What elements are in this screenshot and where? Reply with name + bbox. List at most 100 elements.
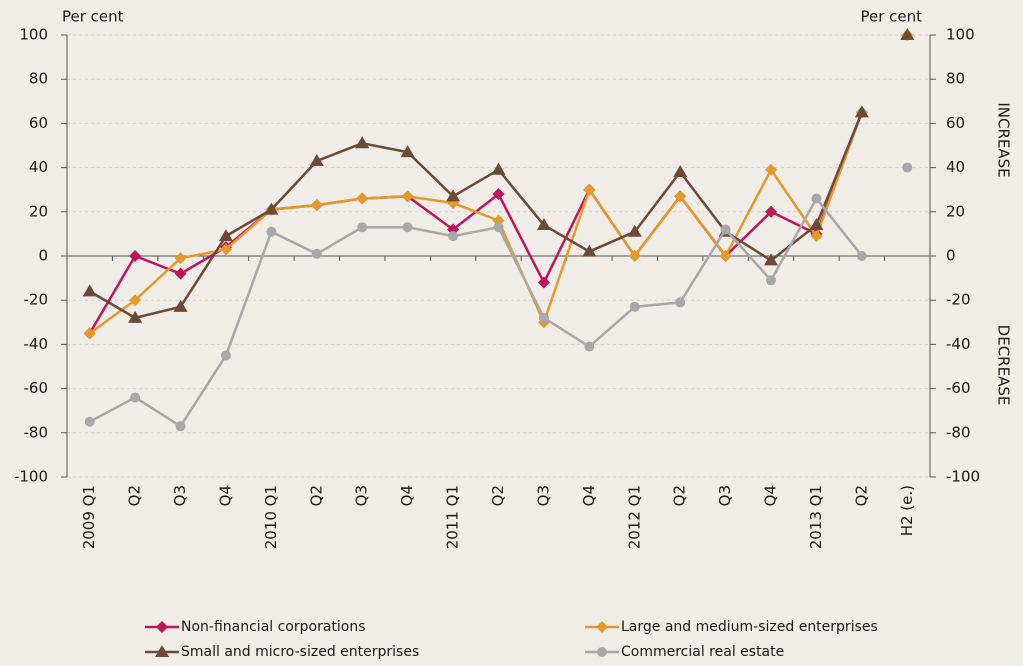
y-tick-label: 0 (38, 247, 48, 265)
data-point (854, 105, 869, 118)
x-tick-label: 2011 Q1 (444, 485, 462, 549)
legend-marker (597, 647, 607, 657)
x-tick-label: 2009 Q1 (80, 485, 98, 549)
data-point (673, 165, 688, 178)
data-point (355, 136, 370, 149)
y2-tick-label: 40 (946, 158, 965, 176)
data-point (175, 421, 186, 432)
data-point (583, 183, 596, 196)
data-point (902, 162, 913, 173)
data-point (84, 416, 95, 427)
x-tick-label: Q3 (716, 485, 734, 506)
x-tick-label: H2 (e.) (898, 485, 916, 536)
y2-tick-label: 0 (946, 247, 956, 265)
data-point (810, 230, 823, 243)
data-point (448, 231, 459, 242)
y2-tick-label: 80 (946, 70, 965, 88)
data-point (537, 276, 550, 289)
data-point (220, 350, 231, 361)
data-point (809, 218, 824, 231)
y2-tick-label: -20 (946, 291, 971, 309)
data-point (219, 243, 232, 256)
x-tick-label: Q4 (762, 485, 780, 506)
x-tick-label: Q3 (534, 485, 552, 506)
data-point (627, 224, 642, 237)
data-point (310, 199, 323, 212)
x-tick-label: Q2 (671, 485, 689, 506)
y2-tick-label: 60 (946, 114, 965, 132)
data-point (764, 253, 779, 266)
y-tick-label: 40 (29, 158, 48, 176)
x-tick-label: 2010 Q1 (262, 485, 280, 549)
data-point (900, 28, 915, 40)
x-tick-label: Q4 (398, 485, 416, 506)
series-line (89, 196, 863, 428)
data-point (174, 252, 187, 265)
y2-tick-label: 100 (946, 26, 975, 44)
data-point (720, 224, 731, 235)
data-point (811, 193, 822, 204)
data-point (856, 251, 867, 261)
x-tick-label: Q2 (126, 485, 144, 506)
data-point (311, 248, 322, 259)
annotation: INCREASE (995, 102, 1013, 177)
series-line (88, 111, 864, 335)
y2-tick-label: -80 (946, 423, 971, 441)
data-point (130, 392, 141, 403)
data-point (357, 222, 368, 233)
y-tick-label: -80 (24, 423, 49, 441)
data-point (766, 275, 777, 286)
legend-marker (596, 621, 608, 633)
data-point (765, 205, 778, 218)
y-axis-label: Per cent (62, 8, 124, 26)
x-tick-label: Q2 (489, 485, 507, 506)
x-tick-label: Q3 (171, 485, 189, 506)
data-point (129, 294, 142, 307)
legend-label: Large and medium-sized enterprises (621, 619, 878, 635)
y2-tick-label: -60 (946, 379, 971, 397)
y-tick-label: 100 (19, 26, 48, 44)
data-point (492, 188, 505, 201)
x-tick-label: Q2 (852, 485, 870, 506)
legend-marker (155, 645, 169, 657)
y-tick-label: -60 (24, 379, 49, 397)
annotation: DECREASE (995, 325, 1013, 406)
data-point (402, 222, 413, 233)
y-tick-label: -20 (24, 291, 49, 309)
x-tick-label: 2013 Q1 (807, 485, 825, 549)
data-point (356, 192, 369, 205)
legend-marker (156, 621, 168, 633)
data-point (309, 153, 324, 166)
data-point (629, 301, 640, 312)
data-point (264, 202, 279, 215)
data-point (401, 190, 414, 203)
data-point (536, 218, 551, 231)
y2-tick-label: -40 (946, 335, 971, 353)
y-tick-label: -40 (24, 335, 49, 353)
x-tick-label: Q4 (580, 485, 598, 506)
data-point (129, 250, 142, 262)
data-point (675, 297, 686, 308)
data-point (491, 162, 506, 175)
y-tick-label: 80 (29, 70, 48, 88)
data-point (628, 250, 641, 262)
y2-axis-label: Per cent (860, 8, 922, 26)
legend-label: Non-financial corporations (181, 619, 366, 635)
data-point (493, 222, 504, 233)
y-tick-label: -100 (14, 468, 48, 486)
data-point (538, 312, 549, 323)
data-point (83, 327, 96, 340)
y-tick-label: 20 (29, 202, 48, 220)
y-tick-label: 60 (29, 114, 48, 132)
legend-label: Commercial real estate (621, 644, 784, 660)
data-point (174, 267, 187, 280)
data-point (266, 226, 277, 237)
data-point (719, 250, 732, 262)
x-tick-label: 2012 Q1 (625, 485, 643, 549)
data-point (400, 145, 415, 158)
x-tick-label: Q3 (353, 485, 371, 506)
x-tick-label: Q2 (307, 485, 325, 506)
data-point (128, 310, 143, 323)
x-tick-label: Q4 (216, 485, 234, 506)
